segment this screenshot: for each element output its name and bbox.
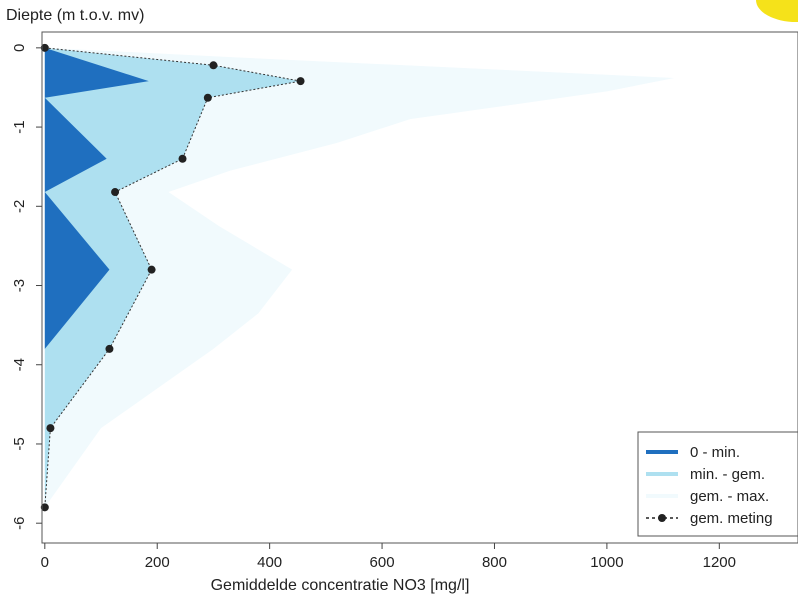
legend-label: gem. - max. bbox=[690, 488, 769, 505]
measurement-point bbox=[40, 43, 49, 52]
legend-label: 0 - min. bbox=[690, 444, 740, 461]
y-axis: 0 -1 -2 -3 -4 -5 -6 bbox=[11, 44, 42, 530]
area-layers bbox=[44, 47, 675, 508]
plot-frame bbox=[41, 31, 798, 544]
legend-swatch-point bbox=[658, 514, 666, 522]
area-min bbox=[44, 47, 149, 508]
legend: 0 - min. min. - gem. gem. - max. gem. metin… bbox=[637, 431, 798, 537]
x-tick-label: 1000 bbox=[590, 554, 623, 571]
y-axis-title: Diepte (m t.o.v. mv) bbox=[6, 7, 144, 24]
area-gem bbox=[44, 47, 301, 508]
y-tick-label: -2 bbox=[11, 200, 28, 213]
measurement-point bbox=[296, 77, 305, 86]
measurement-point bbox=[209, 61, 218, 70]
measurement-point bbox=[46, 424, 55, 433]
y-tick-label: -1 bbox=[11, 120, 28, 133]
y-tick-label: 0 bbox=[11, 44, 28, 52]
x-axis-title: Gemiddelde concentratie NO3 [mg/l] bbox=[211, 577, 470, 594]
y-tick-label: -6 bbox=[11, 517, 28, 530]
measurement-point bbox=[147, 265, 156, 274]
x-tick-label: 600 bbox=[370, 554, 395, 571]
x-tick-label: 400 bbox=[257, 554, 282, 571]
x-tick-label: 800 bbox=[482, 554, 507, 571]
legend-label: gem. meting bbox=[690, 510, 773, 527]
measurement-point bbox=[40, 503, 49, 512]
measurement-line bbox=[44, 47, 301, 508]
x-tick-label: 200 bbox=[145, 554, 170, 571]
legend-label: min. - gem. bbox=[690, 466, 765, 483]
x-tick-label: 0 bbox=[41, 554, 49, 571]
x-tick-label: 1200 bbox=[703, 554, 736, 571]
measurement-series bbox=[40, 43, 305, 512]
measurement-point bbox=[111, 188, 120, 197]
x-axis: 0 200 400 600 800 1000 1200 bbox=[41, 543, 736, 571]
area-max bbox=[44, 47, 675, 508]
measurement-point bbox=[178, 154, 187, 163]
measurement-point bbox=[105, 344, 114, 353]
y-tick-label: -3 bbox=[11, 279, 28, 292]
y-tick-label: -5 bbox=[11, 437, 28, 450]
measurement-point bbox=[203, 93, 212, 102]
y-tick-label: -4 bbox=[11, 358, 28, 371]
